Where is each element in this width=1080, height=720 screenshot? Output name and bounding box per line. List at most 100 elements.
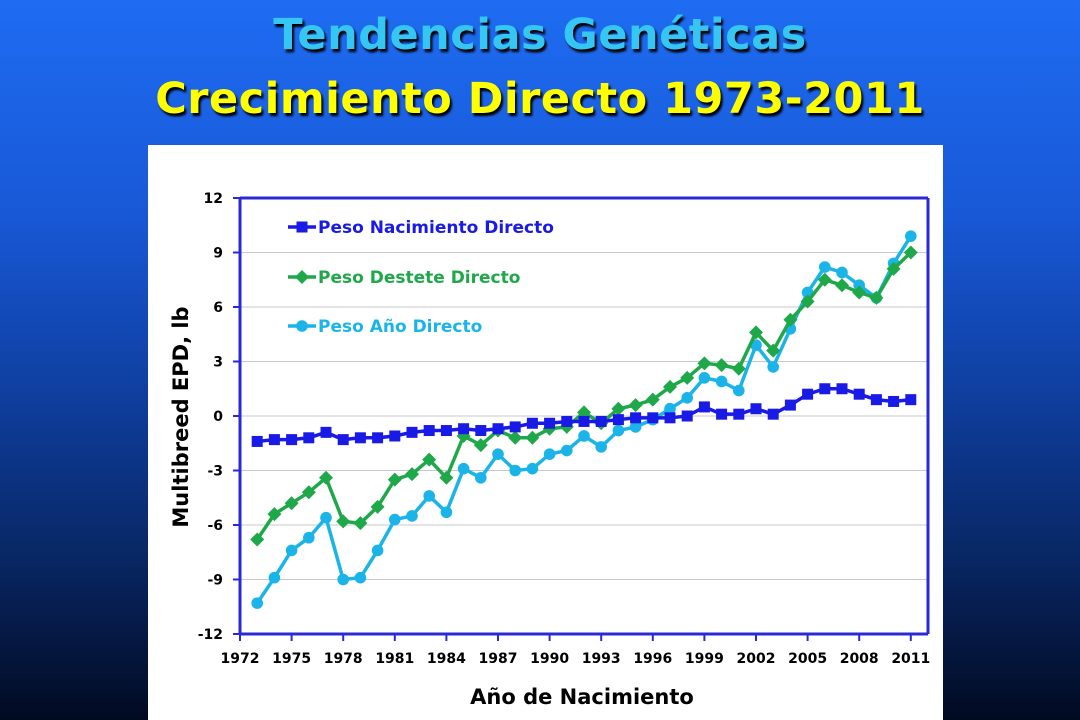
diamond-marker <box>645 392 660 407</box>
circle-marker <box>296 320 308 332</box>
square-marker <box>870 394 882 406</box>
square-marker <box>836 383 848 395</box>
square-marker <box>578 415 590 427</box>
line-chart: 12 9 6 3 0 -3 -6 -9 -12 1972 1975 1978 1981 1984 1987 1… <box>169 191 931 709</box>
y-tick-label: 6 <box>213 300 223 316</box>
square-marker <box>509 421 521 433</box>
diamond-marker <box>422 452 437 467</box>
circle-marker <box>371 544 384 557</box>
square-marker <box>750 403 762 415</box>
square-marker <box>561 415 573 427</box>
square-marker <box>544 417 556 429</box>
circle-marker <box>612 424 625 437</box>
circle-marker <box>664 402 676 415</box>
y-tick-label: 12 <box>204 191 223 207</box>
square-marker <box>784 399 796 411</box>
square-marker <box>853 388 865 400</box>
series-1 <box>250 245 918 547</box>
y-tick-label: 9 <box>213 246 223 262</box>
y-axis-label: Multibreed EPD, lb <box>169 306 193 527</box>
circle-marker <box>423 490 436 502</box>
series-2 <box>251 230 917 609</box>
square-marker <box>888 395 900 407</box>
square-marker <box>475 425 487 437</box>
diamond-marker <box>903 245 918 260</box>
circle-marker <box>509 464 521 477</box>
diamond-marker <box>319 470 333 485</box>
diamond-marker <box>749 325 763 340</box>
legend-entry: Peso Año Directo <box>288 317 482 337</box>
square-marker <box>612 414 624 426</box>
diamond-marker <box>295 270 309 284</box>
circle-marker <box>406 510 418 522</box>
diamond-marker <box>405 467 419 482</box>
circle-marker <box>715 375 728 388</box>
x-tick-label: 1978 <box>324 651 363 667</box>
square-marker <box>698 401 710 413</box>
square-marker <box>630 412 642 424</box>
circle-marker <box>320 511 332 524</box>
square-marker <box>733 408 745 420</box>
diamond-marker <box>852 285 867 300</box>
x-tick-label: 2005 <box>788 651 827 667</box>
legend-label: Peso Destete Directo <box>318 268 520 288</box>
diamond-marker <box>267 507 282 522</box>
x-tick-label: 2008 <box>840 651 879 667</box>
diamond-marker <box>439 470 454 485</box>
circle-marker <box>629 421 642 433</box>
slide-title: Tendencias Genéticas <box>273 10 807 60</box>
diamond-marker <box>508 430 523 445</box>
square-marker <box>251 435 263 447</box>
diamond-marker <box>473 438 488 453</box>
diamond-marker <box>301 485 316 500</box>
diamond-marker <box>714 358 729 373</box>
slide-subtitle: Crecimiento Directo 1973-2011 <box>155 74 925 124</box>
circle-marker <box>595 441 607 453</box>
diamond-marker <box>731 361 746 376</box>
circle-marker <box>853 279 865 291</box>
square-marker <box>819 383 831 395</box>
square-marker <box>303 432 315 444</box>
square-marker <box>268 434 280 446</box>
square-marker <box>337 434 349 446</box>
circle-marker <box>389 513 401 526</box>
diamond-marker <box>663 379 677 394</box>
square-marker <box>526 417 538 429</box>
diamond-marker <box>284 496 299 511</box>
square-marker <box>458 423 470 435</box>
diamond-marker <box>697 356 712 371</box>
circle-marker <box>492 448 504 460</box>
square-marker <box>423 425 435 437</box>
circle-marker <box>578 430 590 442</box>
x-tick-label: 1987 <box>479 651 518 667</box>
circle-marker <box>526 462 539 475</box>
diamond-marker <box>817 272 832 287</box>
x-tick-label: 2011 <box>891 651 930 667</box>
diamond-marker <box>783 312 798 327</box>
square-marker <box>681 410 693 422</box>
diamond-marker <box>336 514 351 529</box>
circle-marker <box>440 506 453 519</box>
diamond-marker <box>611 401 626 416</box>
circle-marker <box>475 471 487 484</box>
x-tick-label: 1981 <box>375 651 414 667</box>
diamond-marker <box>387 472 402 487</box>
series <box>250 230 918 609</box>
square-marker <box>286 434 298 446</box>
x-tick-label: 1999 <box>685 651 724 667</box>
diamond-marker <box>680 370 695 385</box>
circle-marker <box>543 448 556 460</box>
y-tick-label: -9 <box>207 573 223 589</box>
circle-marker <box>285 544 298 557</box>
square-marker <box>716 408 728 420</box>
diamond-marker <box>766 343 781 358</box>
axes: 12 9 6 3 0 -3 -6 -9 -12 1972 1975 1978 1981 1984 1987 1… <box>198 191 931 667</box>
diamond-marker <box>250 532 265 547</box>
circle-marker <box>457 462 470 475</box>
circle-marker <box>767 361 779 373</box>
x-tick-label: 1975 <box>272 651 311 667</box>
circle-marker <box>354 571 367 584</box>
y-tick-label: 0 <box>213 409 223 425</box>
x-tick-label: 2002 <box>737 651 776 667</box>
square-marker <box>905 394 917 406</box>
